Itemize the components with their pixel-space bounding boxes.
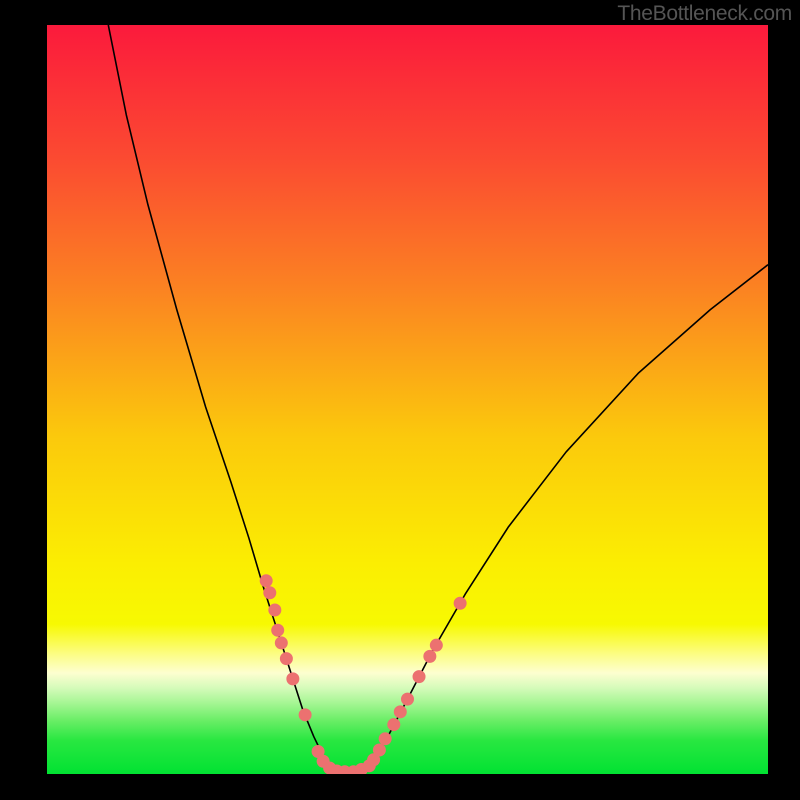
- data-marker: [280, 653, 292, 665]
- data-marker: [269, 604, 281, 616]
- data-marker: [402, 693, 414, 705]
- data-marker: [388, 719, 400, 731]
- data-marker: [430, 639, 442, 651]
- data-marker: [287, 673, 299, 685]
- chart-svg: [0, 0, 800, 800]
- data-marker: [413, 671, 425, 683]
- data-marker: [264, 587, 276, 599]
- data-marker: [373, 744, 385, 756]
- data-marker: [454, 597, 466, 609]
- data-marker: [299, 709, 311, 721]
- data-marker: [260, 575, 272, 587]
- data-marker: [394, 706, 406, 718]
- data-marker: [424, 650, 436, 662]
- plot-area: [0, 0, 800, 800]
- data-marker: [379, 733, 391, 745]
- data-marker: [272, 624, 284, 636]
- watermark-text: TheBottleneck.com: [617, 2, 792, 26]
- plot-background: [47, 25, 768, 774]
- data-marker: [275, 637, 287, 649]
- chart-container: TheBottleneck.com: [0, 0, 800, 800]
